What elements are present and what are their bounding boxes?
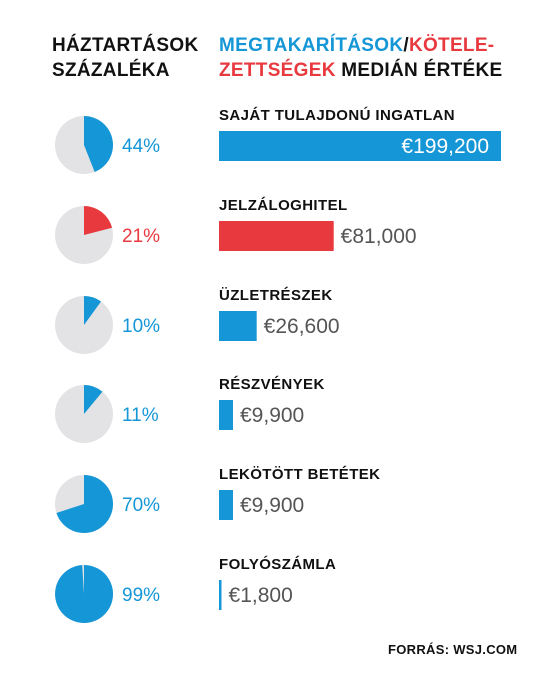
value-label: €26,600	[264, 315, 340, 338]
household-percent-label: 11%	[122, 405, 159, 426]
value-bar	[219, 490, 233, 520]
category-label: SAJÁT TULAJDONÚ INGATLAN	[219, 106, 455, 124]
category-label: LEKÖTÖTT BETÉTEK	[219, 466, 380, 483]
value-label: €9,900	[240, 494, 304, 517]
value-bar	[219, 311, 257, 341]
household-percent-label: 44%	[122, 136, 160, 157]
value-label: €81,000	[341, 225, 417, 248]
households-percent-header: HÁZTARTÁSOK SZÁZALÉKA	[52, 33, 212, 83]
value-bar	[219, 400, 233, 430]
header-left-line1: HÁZTARTÁSOK	[52, 35, 199, 56]
category-label: ÜZLETRÉSZEK	[219, 287, 333, 304]
category-label: RÉSZVÉNYEK	[219, 376, 325, 393]
value-bar	[219, 580, 222, 610]
value-bar	[219, 221, 334, 251]
pie-slice	[84, 206, 113, 235]
household-percent-label: 70%	[122, 495, 160, 516]
header-median: MEDIÁN ÉRTÉKE	[335, 60, 503, 81]
source-note: FORRÁS: WSJ.COM	[388, 642, 518, 657]
pie-slice	[84, 116, 113, 172]
header-left-line2: SZÁZALÉKA	[52, 60, 170, 81]
value-label: €199,200	[401, 135, 489, 158]
household-percent-label: 21%	[122, 226, 160, 247]
category-label: JELZÁLOGHITEL	[219, 197, 348, 214]
pie-slice	[84, 296, 102, 325]
median-value-header: MEGTAKARÍTÁSOK/KÖTELE- ZETTSÉGEK MEDIÁN …	[219, 33, 519, 83]
header-debt-word-1: KÖTELE-	[408, 35, 495, 56]
header-debt-word-2: ZETTSÉGEK	[219, 60, 336, 81]
household-percent-label: 10%	[122, 316, 160, 337]
header-savings-word: MEGTAKARÍTÁSOK	[219, 35, 404, 56]
household-percent-label: 99%	[122, 585, 160, 606]
value-label: €9,900	[240, 404, 304, 427]
pie-slice	[56, 475, 114, 533]
pie-slice	[84, 385, 103, 414]
value-label: €1,800	[229, 584, 293, 607]
category-label: FOLYÓSZÁMLA	[219, 555, 336, 573]
value-bar	[219, 131, 501, 161]
pie-slice	[55, 565, 114, 623]
header-slash: /	[403, 35, 409, 56]
